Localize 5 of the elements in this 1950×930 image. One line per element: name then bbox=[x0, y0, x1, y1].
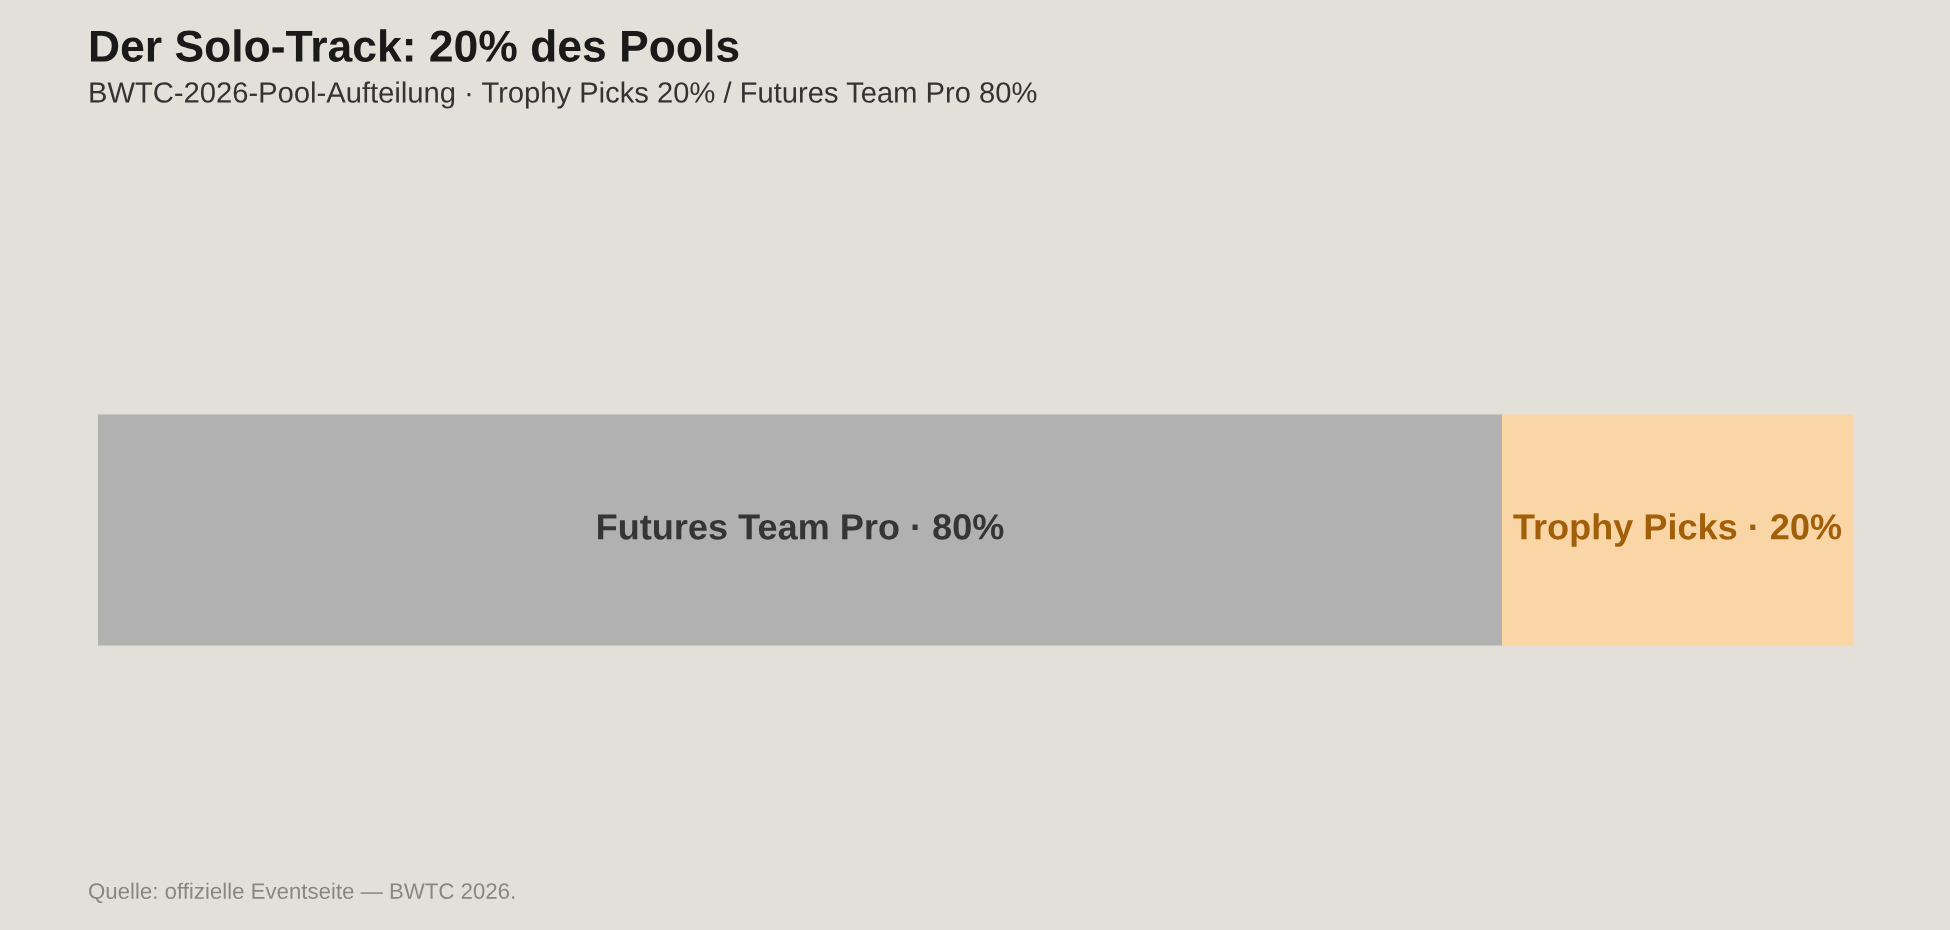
chart-subtitle: BWTC-2026-Pool-Aufteilung · Trophy Picks 20% / Futures Team Pro 80% bbox=[90, 81, 1037, 109]
data-label: Trophy Picks · 20% bbox=[1513, 513, 1842, 547]
chart-title: Der Solo-Track: 20% des Pools bbox=[90, 29, 739, 62]
data-label: Futures Team Pro · 80% bbox=[598, 514, 1004, 540]
source-note: Quelle: offizielle Eventseite — BWTC 2026. bbox=[89, 882, 515, 903]
